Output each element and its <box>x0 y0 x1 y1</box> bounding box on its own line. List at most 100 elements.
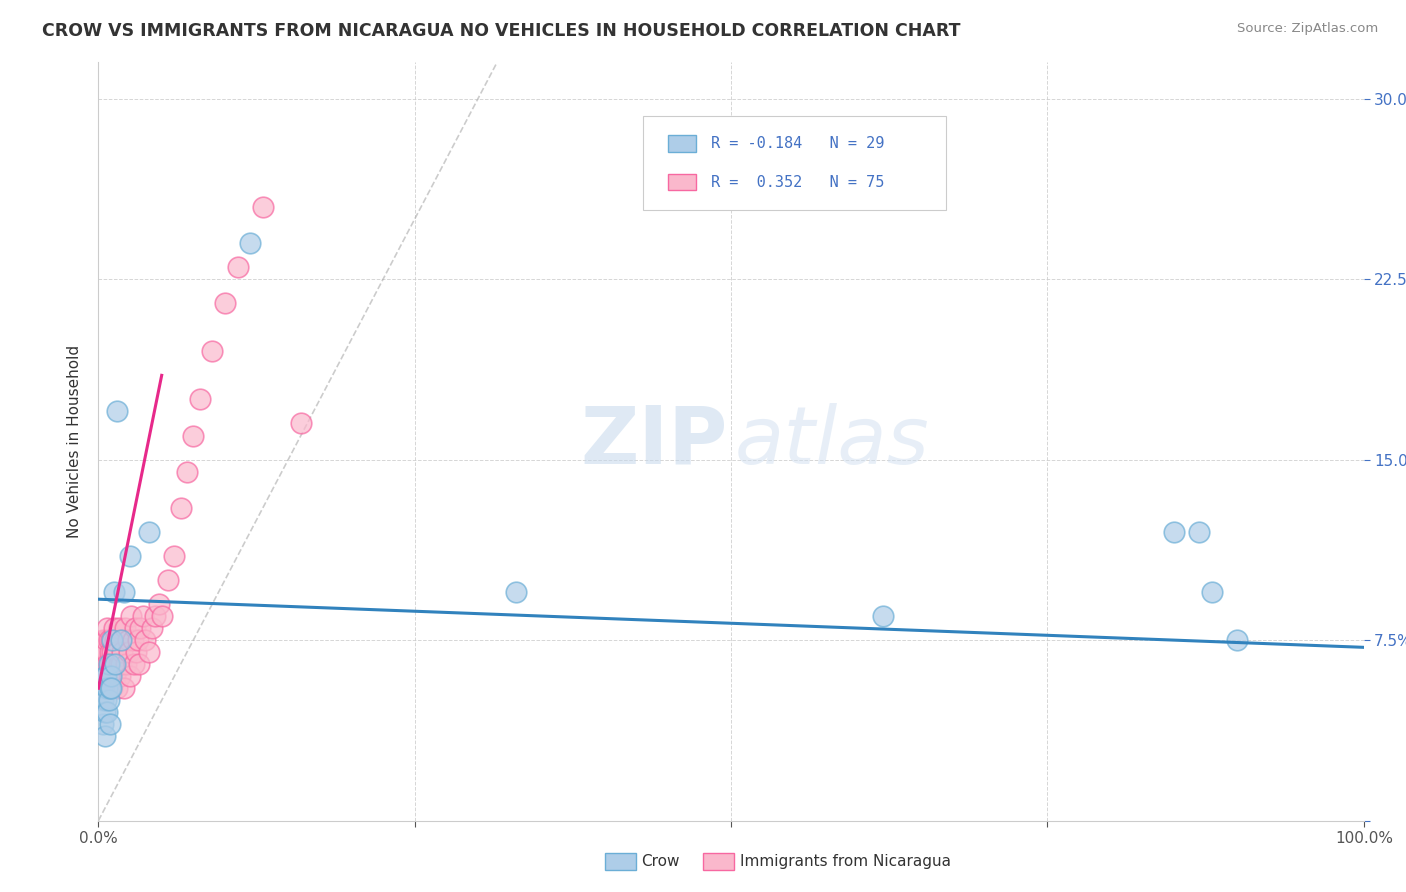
Point <box>93 730 117 744</box>
Point <box>93 693 115 707</box>
Point <box>93 657 117 672</box>
Text: R = -0.184   N = 29: R = -0.184 N = 29 <box>711 136 884 152</box>
Point <box>96 657 118 672</box>
Point <box>97 657 120 672</box>
Point <box>100 657 122 672</box>
Point <box>94 669 117 683</box>
Point <box>117 633 139 648</box>
Point <box>107 645 129 659</box>
Point <box>112 681 135 696</box>
Point <box>214 296 236 310</box>
Text: ZIP: ZIP <box>581 402 727 481</box>
Point <box>96 681 118 696</box>
Point <box>163 549 186 563</box>
Point <box>94 669 117 683</box>
Point <box>89 669 111 683</box>
Point <box>169 500 191 515</box>
Point <box>112 585 135 599</box>
Point <box>104 633 127 648</box>
Point <box>290 417 312 431</box>
Point <box>93 657 115 672</box>
Point <box>110 633 132 648</box>
Point <box>93 669 117 683</box>
Point <box>115 657 138 672</box>
Point <box>138 524 160 539</box>
Point <box>120 609 142 624</box>
Point <box>138 645 160 659</box>
Point <box>114 621 136 635</box>
Point <box>201 344 224 359</box>
Point <box>134 633 156 648</box>
Point <box>239 235 262 250</box>
Point <box>226 260 249 274</box>
Point <box>93 645 117 659</box>
Point <box>100 681 122 696</box>
Text: Immigrants from Nicaragua: Immigrants from Nicaragua <box>740 855 950 869</box>
FancyBboxPatch shape <box>668 174 696 190</box>
Point <box>118 645 141 659</box>
FancyBboxPatch shape <box>643 115 946 211</box>
Point <box>101 681 124 696</box>
Point <box>124 621 146 635</box>
Point <box>97 633 120 648</box>
Point <box>96 621 118 635</box>
Point <box>505 585 527 599</box>
Point <box>108 669 131 683</box>
Point <box>872 609 894 624</box>
Point <box>91 681 114 696</box>
Point <box>100 669 122 683</box>
Point <box>1201 585 1223 599</box>
Point <box>94 645 117 659</box>
Point <box>94 693 117 707</box>
Point <box>110 657 132 672</box>
Point <box>103 585 125 599</box>
Point <box>148 597 170 611</box>
Text: CROW VS IMMIGRANTS FROM NICARAGUA NO VEHICLES IN HOUSEHOLD CORRELATION CHART: CROW VS IMMIGRANTS FROM NICARAGUA NO VEH… <box>42 22 960 40</box>
Point <box>120 549 141 563</box>
Point <box>111 645 134 659</box>
Point <box>252 200 274 214</box>
Point <box>104 669 127 683</box>
Point <box>94 681 117 696</box>
Point <box>91 645 114 659</box>
Point <box>129 621 152 635</box>
Point <box>101 633 124 648</box>
Point <box>93 669 117 683</box>
Point <box>110 633 132 648</box>
Point <box>91 669 114 683</box>
Point <box>150 609 173 624</box>
Point <box>93 706 117 720</box>
Point <box>121 633 143 648</box>
Point <box>120 669 141 683</box>
Point <box>107 621 129 635</box>
Point <box>98 681 121 696</box>
Point <box>176 465 198 479</box>
Point <box>145 609 166 624</box>
Point <box>101 645 124 659</box>
Point <box>93 681 115 696</box>
Point <box>141 621 163 635</box>
Point <box>105 645 128 659</box>
Point <box>103 657 125 672</box>
Text: R =  0.352   N = 75: R = 0.352 N = 75 <box>711 175 884 190</box>
Point <box>104 657 127 672</box>
Point <box>96 669 118 683</box>
Point <box>107 657 129 672</box>
Point <box>94 633 117 648</box>
Text: atlas: atlas <box>735 402 929 481</box>
Point <box>97 693 120 707</box>
Text: Crow: Crow <box>641 855 679 869</box>
Point <box>1188 524 1211 539</box>
Point <box>122 657 145 672</box>
Text: Source: ZipAtlas.com: Source: ZipAtlas.com <box>1237 22 1378 36</box>
Point <box>98 669 121 683</box>
Point <box>97 657 120 672</box>
Point <box>90 681 112 696</box>
Point <box>93 717 115 731</box>
Point <box>98 681 121 696</box>
Point <box>103 621 125 635</box>
Point <box>93 681 117 696</box>
Y-axis label: No Vehicles in Household: No Vehicles in Household <box>66 345 82 538</box>
Point <box>127 633 149 648</box>
Point <box>98 645 121 659</box>
